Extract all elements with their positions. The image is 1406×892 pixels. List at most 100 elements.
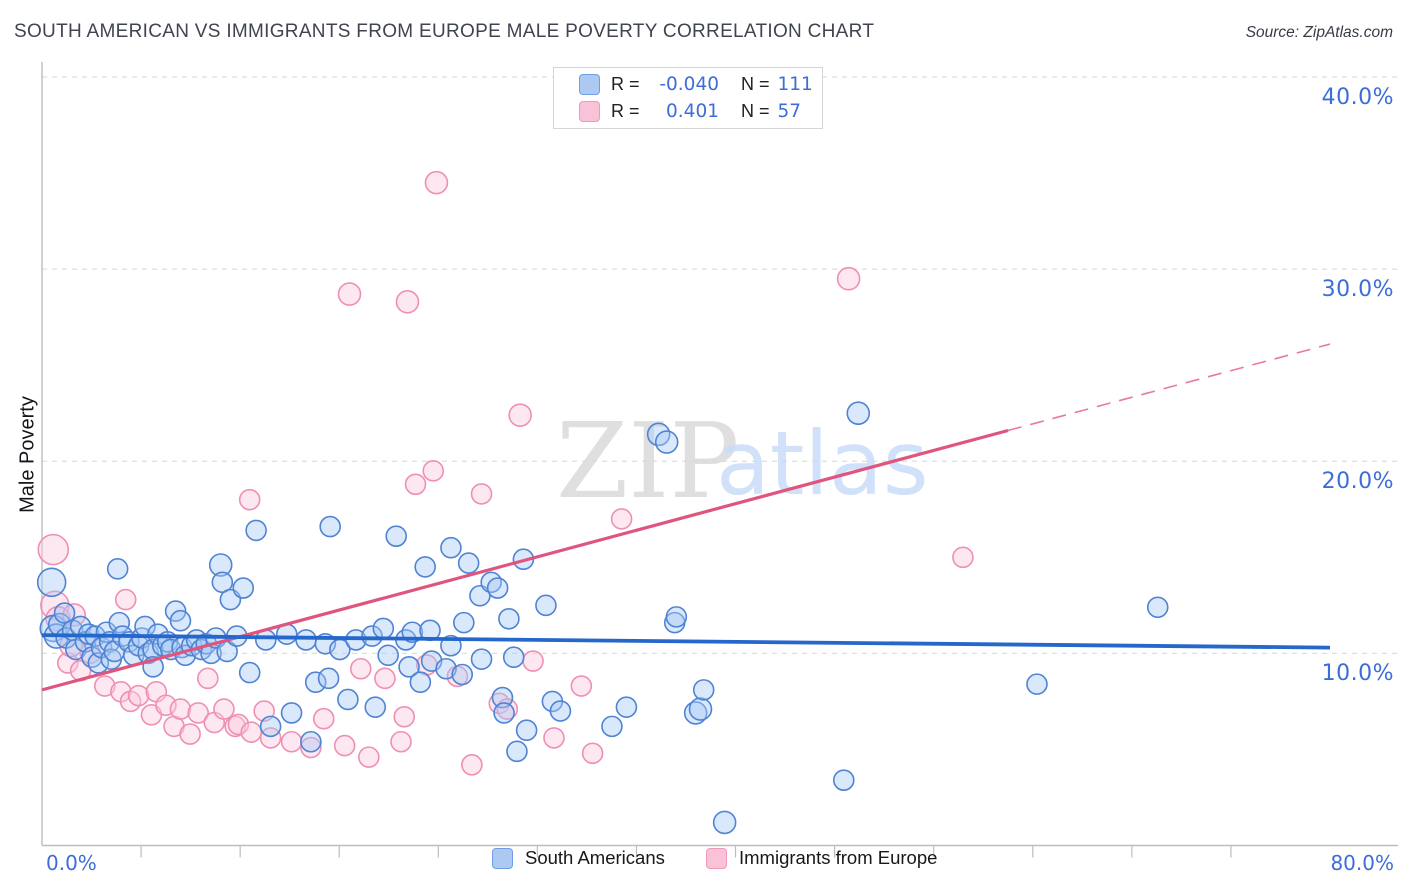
scatter-point-south-americans	[470, 648, 493, 670]
scatter-point-immigrants-europe	[349, 657, 372, 680]
scatter-point-immigrants-europe	[56, 652, 79, 674]
scatter-point-south-americans	[498, 607, 520, 630]
blue-series-swatch-icon	[492, 847, 513, 869]
scatter-point-south-americans	[106, 558, 129, 580]
scatter-point-immigrants-europe	[581, 742, 604, 765]
scatter-point-south-americans	[364, 696, 387, 718]
scatter-point-south-americans	[451, 663, 474, 686]
scatter-point-south-americans	[259, 715, 282, 738]
scatter-point-south-americans	[453, 611, 475, 634]
y-axis-tick-label: 30.0%	[1321, 277, 1394, 303]
pink-trend-line	[41, 428, 1009, 692]
scatter-point-immigrants-europe	[337, 282, 362, 306]
scatter-point-south-americans	[108, 611, 131, 634]
scatter-point-immigrants-europe	[238, 488, 261, 511]
scatter-point-immigrants-europe	[395, 289, 420, 314]
scatter-point-immigrants-europe	[404, 473, 427, 496]
scatter-point-immigrants-europe	[610, 508, 633, 530]
scatter-point-south-americans	[665, 606, 688, 628]
scatter-point-south-americans	[414, 556, 436, 578]
scatter-point-south-americans	[515, 719, 538, 742]
scatter-point-south-americans	[506, 740, 528, 763]
pink-series-swatch-icon	[579, 101, 600, 123]
scatter-point-immigrants-europe	[333, 734, 356, 757]
scatter-point-immigrants-europe	[424, 170, 449, 195]
scatter-point-south-americans	[232, 577, 255, 599]
scatter-point-immigrants-europe	[227, 713, 250, 736]
watermark-zip: ZIP	[556, 400, 739, 522]
n-value-pink: 57	[777, 101, 802, 123]
scatter-point-immigrants-europe	[213, 698, 235, 720]
scatter-point-immigrants-europe	[259, 727, 282, 749]
scatter-point-south-americans	[440, 536, 462, 559]
pink-trend-line-extension	[1007, 343, 1331, 432]
scatter-point-south-americans	[846, 401, 871, 426]
scatter-point-immigrants-europe	[358, 746, 380, 768]
scatter-point-immigrants-europe	[543, 727, 565, 749]
source-credit: Source: ZipAtlas.com	[1245, 24, 1393, 41]
n-label: N =	[741, 101, 770, 122]
scatter-point-south-americans	[295, 629, 317, 651]
x-axis-min-label: 0.0%	[46, 851, 97, 875]
y-axis-tick-label: 10.0%	[1321, 661, 1394, 687]
page-title: SOUTH AMERICAN VS IMMIGRANTS FROM EUROPE…	[14, 21, 875, 42]
scatter-point-south-americans	[435, 657, 457, 680]
scatter-point-south-americans	[491, 686, 514, 709]
scatter-point-south-americans	[280, 702, 303, 724]
scatter-point-immigrants-europe	[390, 730, 412, 753]
scatter-point-immigrants-europe	[461, 754, 483, 776]
scatter-point-south-americans	[692, 679, 715, 701]
scatter-point-south-americans	[688, 697, 713, 721]
scatter-point-immigrants-europe	[522, 650, 544, 672]
stats-row-immigrants-europe: R = 0.401 N = 57	[579, 100, 822, 125]
pink-series-swatch-icon	[706, 847, 727, 869]
n-label: N =	[741, 73, 770, 94]
scatter-point-immigrants-europe	[570, 675, 593, 697]
scatter-point-south-americans	[377, 644, 399, 667]
scatter-point-immigrants-europe	[114, 588, 137, 611]
scatter-point-south-americans	[486, 577, 509, 599]
scatter-point-immigrants-europe	[300, 736, 322, 759]
scatter-point-immigrants-europe	[187, 702, 209, 724]
blue-trend-line	[41, 633, 1331, 650]
correlation-stats-legend: R = -0.040 N = 111 R = 0.401 N = 57	[553, 67, 823, 129]
scatter-point-immigrants-europe	[179, 723, 201, 745]
scatter-point-immigrants-europe	[240, 721, 263, 743]
scatter-point-south-americans	[398, 656, 420, 678]
scatter-point-immigrants-europe	[280, 730, 303, 753]
legend-label: Immigrants from Europe	[739, 847, 938, 868]
x-axis-max-label: 80.0%	[1330, 851, 1394, 875]
scatter-point-south-americans	[36, 567, 67, 598]
scatter-point-south-americans	[361, 625, 383, 647]
scatter-point-immigrants-europe	[952, 546, 974, 569]
scatter-point-south-americans	[317, 667, 340, 690]
legend-label: South Americans	[525, 847, 665, 868]
scatter-point-immigrants-europe	[496, 698, 519, 720]
scatter-point-immigrants-europe	[197, 667, 219, 690]
scatter-point-immigrants-europe	[93, 675, 116, 697]
scatter-point-south-americans	[238, 661, 261, 684]
scatter-point-south-americans	[208, 553, 233, 577]
scatter-point-south-americans	[245, 519, 267, 542]
scatter-point-south-americans	[385, 525, 408, 547]
scatter-point-south-americans	[319, 515, 341, 538]
scatter-point-south-americans	[549, 700, 572, 722]
scatter-point-south-americans	[493, 702, 515, 724]
r-label: R =	[611, 101, 640, 122]
blue-series-swatch-icon	[579, 73, 600, 95]
scatter-point-south-americans	[480, 571, 502, 594]
scatter-point-south-americans	[304, 671, 327, 693]
scatter-point-south-americans	[169, 609, 192, 632]
scatter-point-south-americans	[337, 688, 359, 711]
scatter-point-south-americans	[1146, 596, 1169, 619]
scatter-point-south-americans	[601, 715, 623, 738]
scatter-point-immigrants-europe	[508, 403, 532, 427]
y-axis-tick-label: 20.0%	[1321, 469, 1394, 495]
r-value-blue: -0.040	[659, 73, 719, 95]
scatter-point-immigrants-europe	[422, 460, 445, 482]
scatter-point-immigrants-europe	[393, 705, 416, 728]
scatter-point-south-americans	[832, 769, 855, 791]
legend-item-immigrants-europe: Immigrants from Europe	[706, 847, 937, 869]
scatter-point-immigrants-europe	[37, 533, 70, 566]
